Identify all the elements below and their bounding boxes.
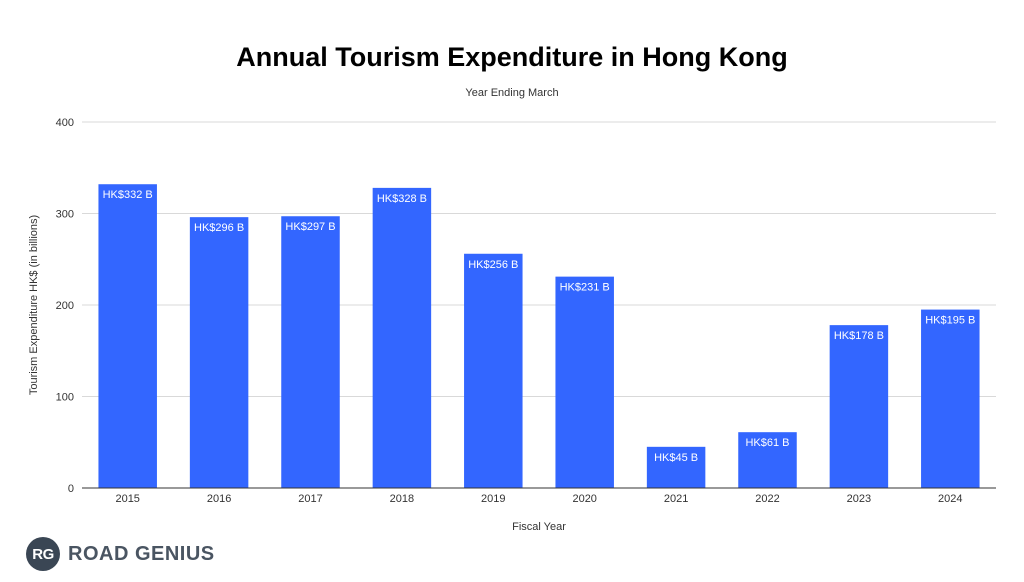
logo-badge: RG [26, 537, 60, 571]
bar [555, 276, 614, 488]
bar-data-label: HK$256 B [468, 259, 518, 271]
y-axis-ticks: 0 100 200 300 400 [56, 117, 74, 495]
bar-data-label: HK$195 B [925, 315, 975, 327]
bar [372, 187, 432, 488]
x-tick-label: 2016 [207, 493, 231, 505]
y-axis-title: Tourism Expenditure HK$ (in billions) [28, 215, 40, 395]
bar-data-label: HK$332 B [103, 189, 153, 201]
x-tick-label: 2022 [755, 493, 779, 505]
x-tick-label: 2024 [938, 493, 962, 505]
bar-data-label: HK$61 B [745, 437, 789, 449]
bar-data-label: HK$231 B [560, 282, 610, 294]
x-tick-label: 2018 [390, 493, 414, 505]
bar [464, 253, 523, 488]
x-axis-title: Fiscal Year [512, 521, 566, 533]
x-tick-label: 2020 [572, 493, 596, 505]
bar [829, 325, 889, 488]
bar-data-label: HK$296 B [194, 222, 244, 234]
x-tick-label: 2017 [298, 493, 322, 505]
y-tick-label: 0 [68, 483, 74, 495]
logo-badge-text: RG [32, 545, 54, 563]
chart-subtitle: Year Ending March [465, 87, 559, 99]
bar [921, 309, 980, 488]
x-tick-label: 2015 [115, 493, 139, 505]
bar [98, 184, 157, 488]
logo-wordmark: ROAD GENIUS [68, 542, 215, 565]
y-tick-label: 400 [56, 117, 74, 129]
x-tick-label: 2021 [664, 493, 688, 505]
data-labels: HK$332 B HK$296 B HK$297 B HK$328 B HK$256 B… [103, 189, 976, 464]
road-genius-logo: RG ROAD GENIUS [26, 537, 215, 571]
x-tick-label: 2019 [481, 493, 505, 505]
x-tick-label: 2023 [847, 493, 871, 505]
bar [646, 446, 706, 488]
bars [98, 184, 980, 488]
chart-title: Annual Tourism Expenditure in Hong Kong [236, 42, 788, 72]
bar-data-label: HK$297 B [285, 221, 335, 233]
bar [189, 217, 249, 488]
bar-data-label: HK$178 B [834, 330, 884, 342]
bar [281, 216, 340, 488]
bar-data-label: HK$45 B [654, 452, 698, 464]
x-axis-ticks: 2015 2016 2017 2018 2019 2020 2021 2022 2023 2024 [115, 493, 962, 505]
bar-data-label: HK$328 B [377, 193, 427, 205]
y-tick-label: 200 [56, 300, 74, 312]
bar [738, 432, 797, 488]
y-tick-label: 100 [56, 392, 74, 404]
y-tick-label: 300 [56, 209, 74, 221]
